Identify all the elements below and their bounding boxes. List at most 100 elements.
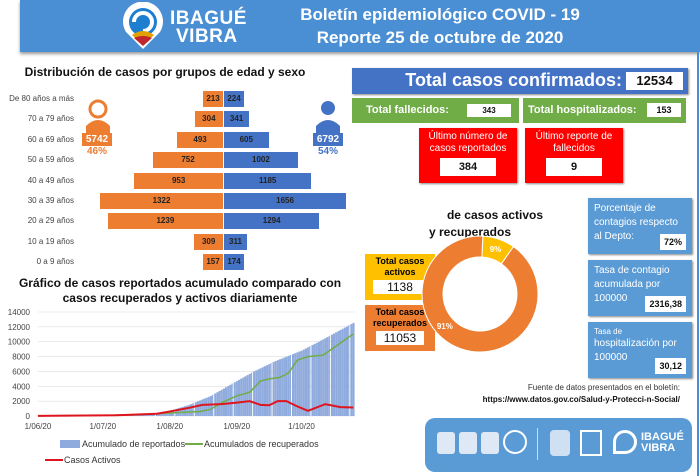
reported-bar bbox=[291, 354, 295, 416]
reported-bar bbox=[190, 403, 193, 416]
recovered-value: 11053 bbox=[376, 331, 424, 345]
female-bar: 493 bbox=[177, 131, 223, 148]
age-group-label: 20 a 29 años bbox=[27, 216, 74, 226]
deaths-label: Total fallecidos: bbox=[366, 104, 449, 116]
reported-bar bbox=[289, 354, 292, 416]
male-bar: 311 bbox=[224, 233, 247, 250]
ibague-vibra-logo: IBAGUÉ VIBRA bbox=[120, 1, 246, 50]
female-total: 5742 bbox=[82, 133, 112, 146]
coat-of-arms-icon bbox=[550, 430, 570, 456]
x-tick-label: 1/09/20 bbox=[223, 422, 250, 431]
reported-bar bbox=[302, 349, 305, 416]
female-bar: 309 bbox=[194, 233, 223, 250]
reported-bar bbox=[276, 360, 279, 416]
reported-bar bbox=[244, 376, 247, 416]
header-banner: IBAGUÉ VIBRA Boletín epidemiológico COVI… bbox=[20, 0, 700, 52]
legend-label: Acumulados de recuperados bbox=[204, 439, 319, 449]
reported-bar bbox=[341, 328, 344, 416]
reported-bar bbox=[350, 324, 353, 416]
reported-bar bbox=[317, 341, 320, 416]
reported-bar bbox=[240, 378, 243, 416]
x-tick-label: 1/08/20 bbox=[156, 422, 183, 431]
x-tick-label: 1/10/20 bbox=[288, 422, 315, 431]
reported-bar bbox=[199, 400, 202, 416]
reported-bar bbox=[339, 329, 342, 416]
x-tick-label: 1/07/20 bbox=[89, 422, 116, 431]
y-tick-label: 4000 bbox=[12, 382, 30, 391]
reported-bar bbox=[186, 405, 189, 416]
certification-icon bbox=[459, 432, 477, 454]
female-bar: 752 bbox=[153, 152, 223, 169]
reported-bar bbox=[279, 359, 282, 416]
reported-bar bbox=[203, 398, 206, 416]
reported-bar bbox=[298, 351, 301, 416]
female-percent: 46% bbox=[86, 146, 107, 157]
reported-bar bbox=[272, 362, 275, 416]
reported-bar bbox=[183, 406, 187, 416]
reported-bar bbox=[233, 382, 236, 416]
reported-bar bbox=[188, 404, 191, 416]
certification-icon bbox=[437, 432, 455, 454]
reported-bar bbox=[333, 333, 336, 416]
footer-logo-text: IBAGUÉ VIBRA bbox=[641, 431, 684, 454]
cumulative-cases-chart: 0 2000 4000 6000 8000 10000 12000 14000 1/06/20 1… bbox=[8, 308, 355, 465]
reported-bar bbox=[287, 355, 290, 416]
reported-bar bbox=[194, 402, 197, 416]
donut-title-2: y recuperados bbox=[428, 225, 512, 239]
pyramid-title: Distribución de casos por grupos de edad… bbox=[24, 65, 306, 79]
confirmed-label: Total casos confirmados: bbox=[405, 70, 622, 90]
male-bar: 1294 bbox=[224, 213, 320, 230]
footer-logos: IBAGUÉ VIBRA bbox=[425, 418, 692, 472]
age-group-label: 70 a 79 años bbox=[27, 114, 74, 124]
female-icon bbox=[86, 99, 110, 134]
age-group-label: 0 a 9 años bbox=[36, 257, 74, 267]
x-tick-label: 1/06/20 bbox=[25, 422, 52, 431]
source-link[interactable]: https://www.datos.gov.co/Salud-y-Protecc… bbox=[482, 395, 680, 404]
reported-bar bbox=[313, 343, 316, 416]
male-bar: 1185 bbox=[224, 172, 312, 189]
reported-bar bbox=[335, 332, 338, 416]
reported-bar bbox=[227, 386, 230, 416]
hosp-rate-label: Tasa de bbox=[594, 327, 623, 336]
y-tick-label: 14000 bbox=[8, 308, 31, 317]
age-group-label: 30 a 39 años bbox=[27, 196, 74, 205]
age-group-label: 60 a 69 años bbox=[27, 134, 74, 144]
male-bar: 224 bbox=[224, 91, 244, 107]
reported-bar bbox=[311, 345, 314, 416]
reported-bar bbox=[281, 358, 284, 416]
contagion-label: Tasa de contagio acumulada por 100000 bbox=[594, 265, 670, 304]
reported-bar bbox=[201, 399, 204, 416]
female-bar: 304 bbox=[194, 111, 223, 128]
last-cases-card: Último número de casos reportados 384 bbox=[419, 128, 517, 183]
line-chart-title-text: Gráfico de casos reportados acumulado co… bbox=[18, 276, 342, 305]
reported-bar bbox=[237, 379, 241, 416]
reported-bar bbox=[348, 325, 350, 416]
reported-bar bbox=[326, 337, 329, 416]
dept-label: Porcentaje de contagios respecto al Dept… bbox=[594, 203, 678, 242]
male-bar: 341 bbox=[224, 111, 250, 128]
total-confirmed-card: Total casos confirmados: 12534 bbox=[352, 68, 688, 94]
reported-bar bbox=[253, 371, 256, 416]
reported-bar bbox=[266, 365, 269, 416]
reported-bar bbox=[328, 335, 330, 416]
logo-text: VIBRA bbox=[176, 26, 238, 47]
confirmed-value: 12534 bbox=[626, 72, 683, 90]
y-tick-label: 0 bbox=[26, 412, 31, 421]
reported-bar bbox=[225, 387, 228, 416]
reported-bar bbox=[337, 331, 340, 416]
reported-bar bbox=[285, 356, 288, 416]
reported-bar bbox=[259, 368, 262, 416]
reported-bar bbox=[181, 406, 184, 416]
reported-bar bbox=[294, 353, 297, 416]
female-bar: 953 bbox=[134, 172, 223, 189]
total-deaths-card: Total fallecidos: 343 bbox=[352, 98, 519, 123]
reported-bar bbox=[207, 396, 210, 416]
legend-label: Casos Activos bbox=[64, 455, 121, 465]
active-cases-line bbox=[37, 400, 354, 417]
reported-bar bbox=[246, 375, 249, 416]
y-tick-label: 10000 bbox=[8, 338, 31, 347]
male-bar: 605 bbox=[224, 131, 269, 148]
hosp-value: 153 bbox=[647, 103, 681, 117]
recovered-line bbox=[37, 333, 354, 417]
deaths-value: 343 bbox=[467, 104, 511, 117]
